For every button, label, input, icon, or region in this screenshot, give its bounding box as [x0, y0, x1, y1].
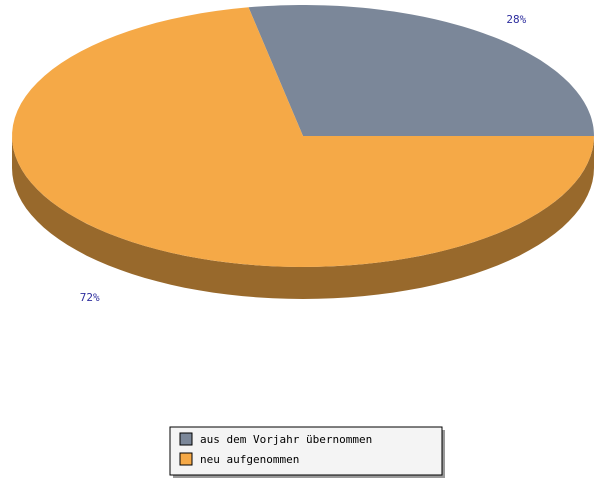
legend-label: aus dem Vorjahr übernommen — [200, 433, 372, 446]
slice — [248, 5, 594, 136]
legend-label: neu aufgenommen — [200, 453, 299, 466]
slice-side — [12, 136, 594, 299]
slice — [12, 7, 595, 268]
value-label: 28% — [506, 13, 526, 26]
legend-swatch — [179, 452, 193, 466]
legend-swatch — [179, 432, 193, 446]
value-label: 72% — [80, 291, 100, 304]
legend — [169, 426, 443, 476]
